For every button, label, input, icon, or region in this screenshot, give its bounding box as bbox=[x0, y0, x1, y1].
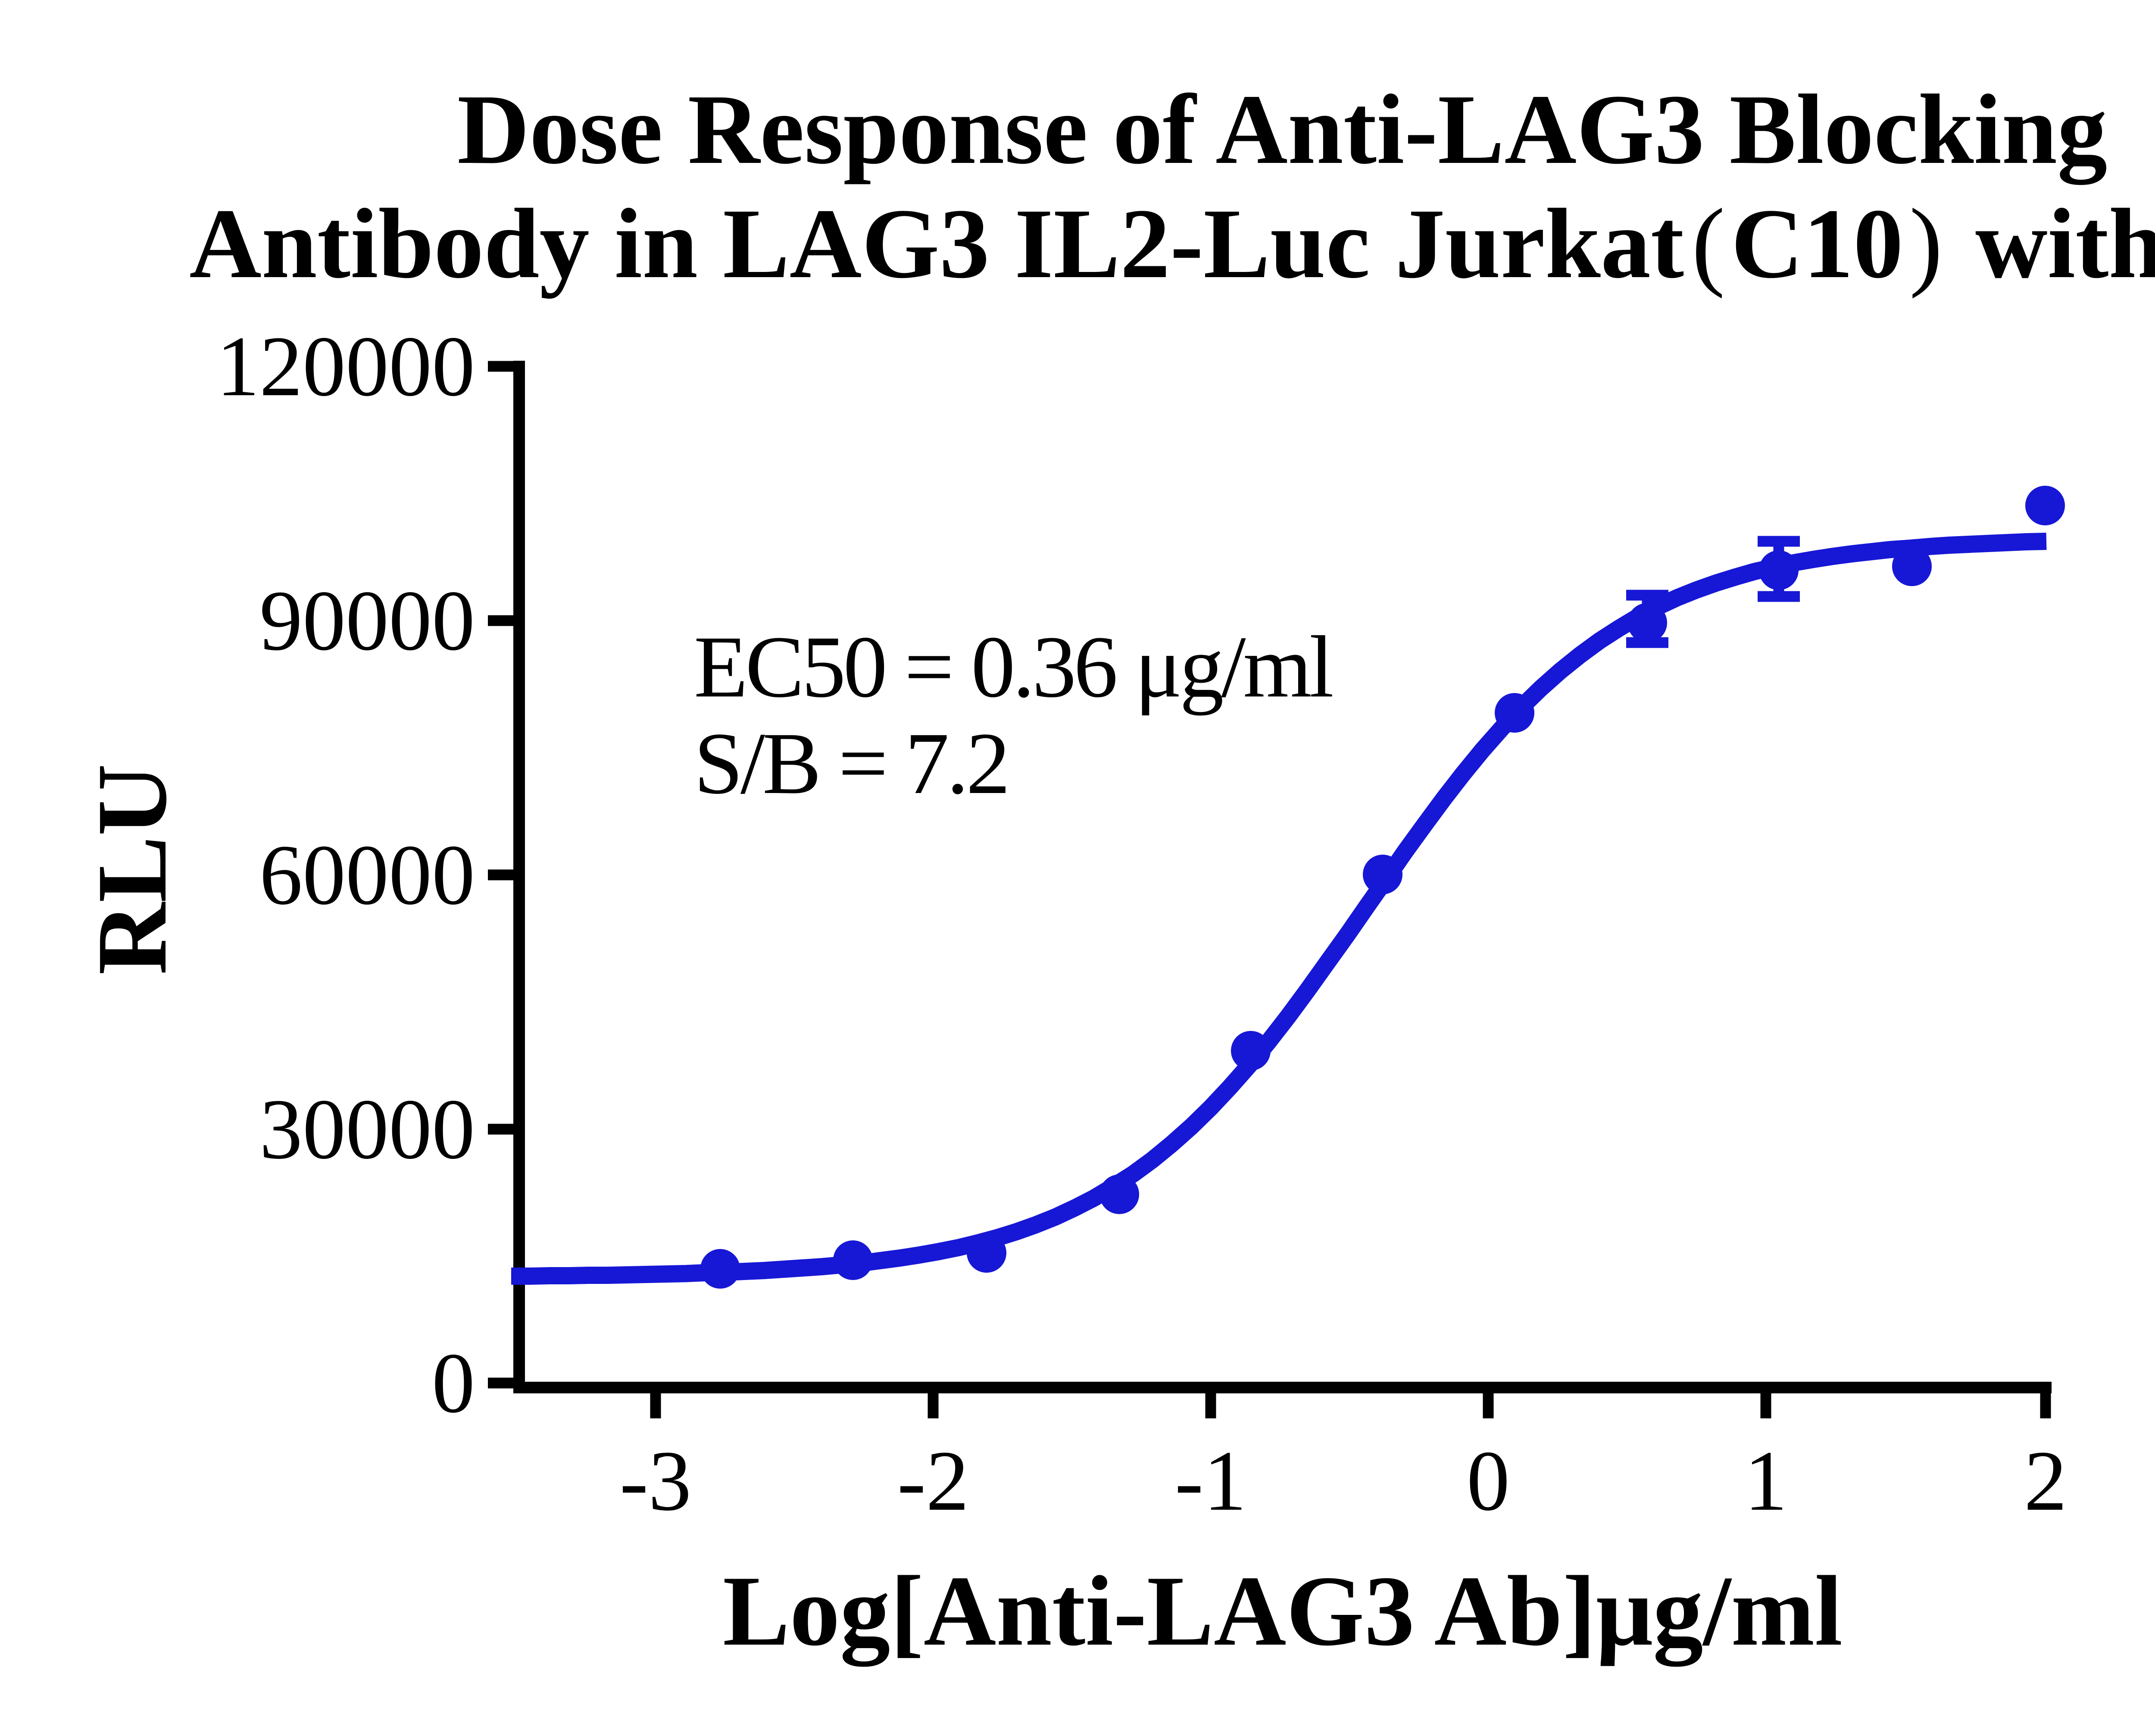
svg-text:-3: -3 bbox=[620, 1433, 692, 1529]
svg-text:2: 2 bbox=[2024, 1433, 2067, 1529]
svg-text:S/B = 7.2: S/B = 7.2 bbox=[694, 715, 1008, 812]
svg-text:Antibody in LAG3 IL2-Luc Jurka: Antibody in LAG3 IL2-Luc Jurkat(C10) wit… bbox=[189, 188, 2155, 299]
svg-text:EC50 = 0.36 μg/ml: EC50 = 0.36 μg/ml bbox=[694, 618, 1332, 716]
svg-text:60000: 60000 bbox=[259, 827, 475, 923]
svg-text:Dose Response of Anti-LAG3 Blo: Dose Response of Anti-LAG3 Blocking bbox=[457, 74, 2107, 185]
svg-text:-2: -2 bbox=[897, 1433, 969, 1529]
svg-text:-1: -1 bbox=[1175, 1433, 1247, 1529]
svg-text:30000: 30000 bbox=[259, 1082, 475, 1177]
svg-text:RLU: RLU bbox=[77, 764, 187, 975]
svg-text:0: 0 bbox=[432, 1336, 475, 1431]
svg-text:0: 0 bbox=[1467, 1433, 1510, 1529]
svg-text:120000: 120000 bbox=[216, 319, 475, 414]
svg-text:1: 1 bbox=[1744, 1433, 1787, 1529]
svg-text:90000: 90000 bbox=[259, 573, 475, 668]
svg-text:Log[Anti-LAG3 Ab]μg/ml: Log[Anti-LAG3 Ab]μg/ml bbox=[723, 1555, 1843, 1667]
